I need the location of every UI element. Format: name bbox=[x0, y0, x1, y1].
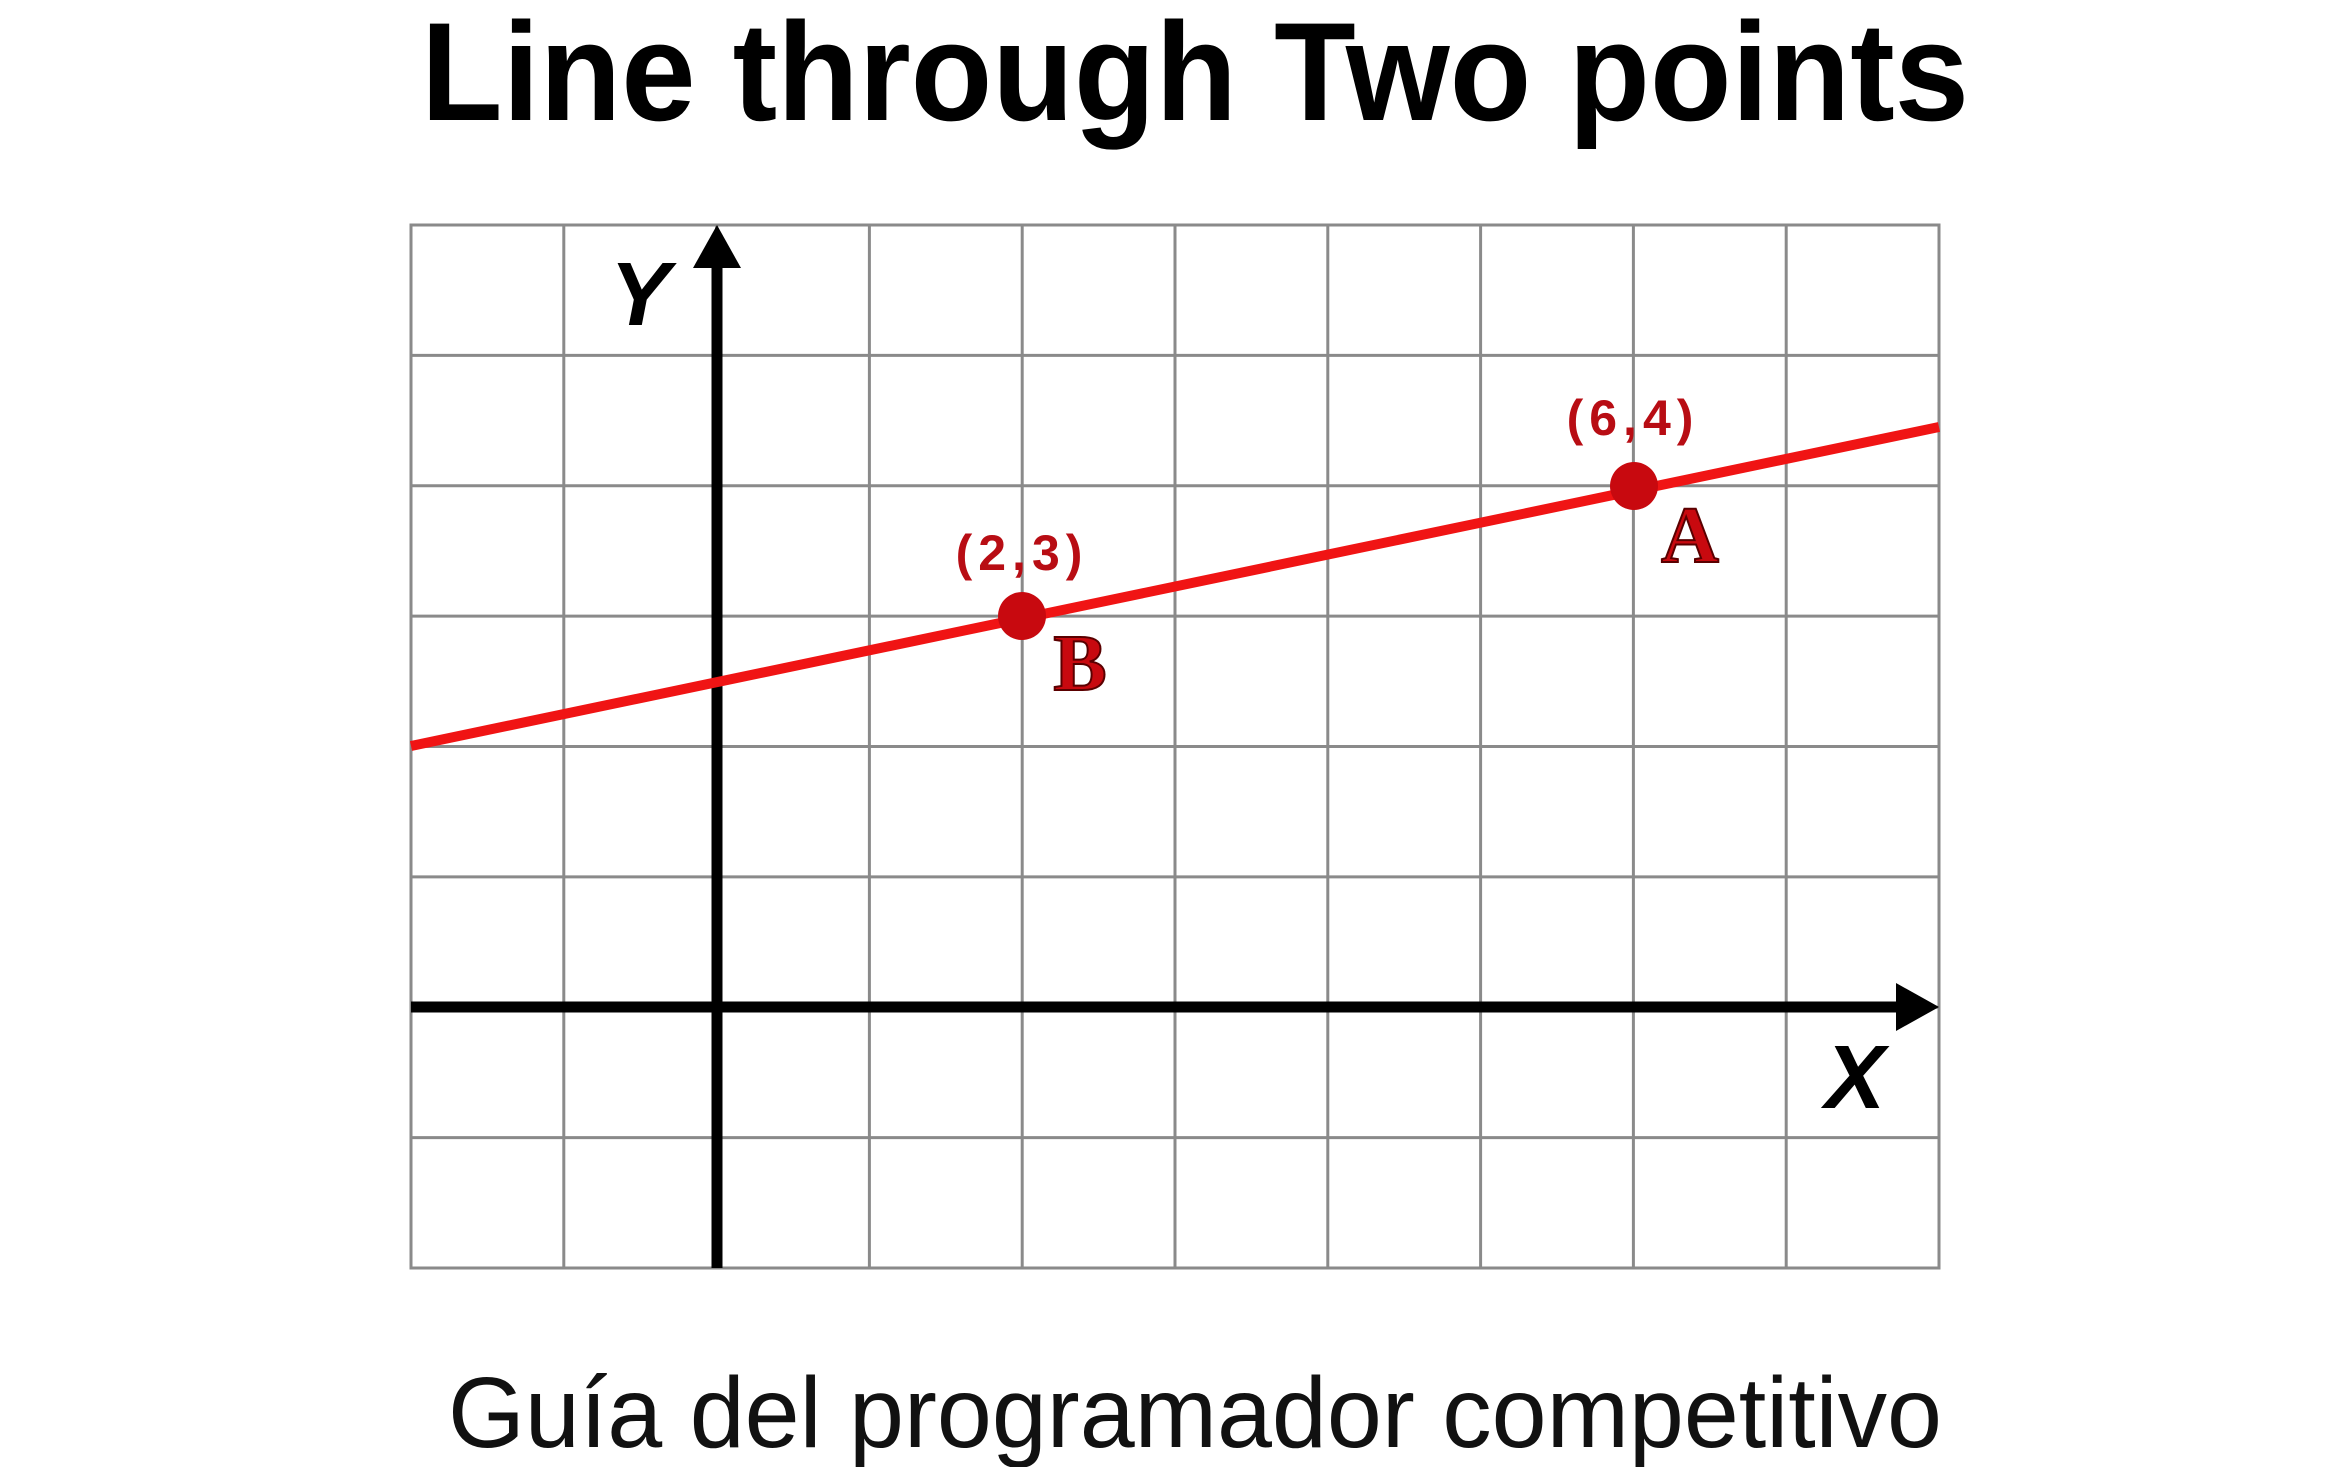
point-name: B bbox=[1053, 620, 1106, 708]
y-arrow bbox=[693, 225, 741, 268]
point bbox=[998, 592, 1046, 640]
point-coords: (2,3) bbox=[956, 525, 1089, 581]
grid bbox=[411, 225, 1939, 1268]
point bbox=[1610, 462, 1658, 510]
point-coords: (6,4) bbox=[1567, 390, 1700, 446]
y-axis-label: Y bbox=[610, 245, 677, 345]
title: Line through Two points bbox=[421, 0, 1969, 150]
point-name: A bbox=[1661, 492, 1719, 580]
x-arrow bbox=[1896, 983, 1939, 1031]
x-axis-label: X bbox=[1820, 1028, 1890, 1128]
caption: Guía del programador competitivo bbox=[448, 1357, 1942, 1467]
grid-border bbox=[409, 223, 1941, 1270]
line bbox=[409, 422, 1941, 751]
